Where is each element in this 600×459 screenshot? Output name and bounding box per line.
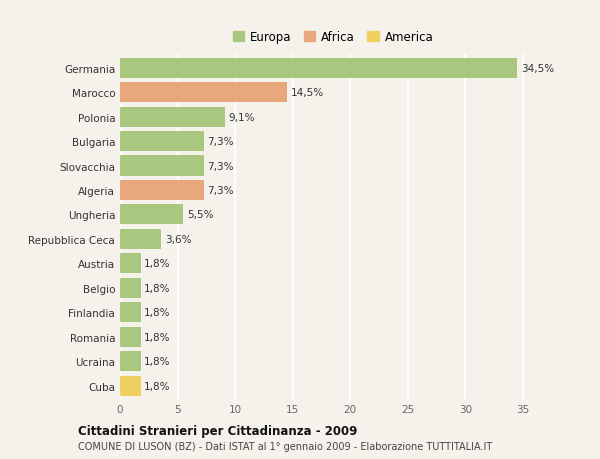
Bar — [120, 327, 141, 347]
Text: 7,3%: 7,3% — [208, 185, 234, 196]
Legend: Europa, Africa, America: Europa, Africa, America — [228, 27, 438, 49]
Text: 1,8%: 1,8% — [144, 381, 170, 391]
Text: 7,3%: 7,3% — [208, 161, 234, 171]
Bar — [120, 156, 204, 176]
Bar — [120, 132, 204, 152]
Text: 5,5%: 5,5% — [187, 210, 213, 220]
Text: 1,8%: 1,8% — [144, 259, 170, 269]
Text: 1,8%: 1,8% — [144, 332, 170, 342]
Bar — [120, 180, 204, 201]
Bar — [120, 83, 287, 103]
Bar — [120, 376, 141, 396]
Text: Cittadini Stranieri per Cittadinanza - 2009: Cittadini Stranieri per Cittadinanza - 2… — [78, 424, 358, 437]
Bar — [120, 278, 141, 298]
Text: 9,1%: 9,1% — [228, 112, 255, 123]
Text: 1,8%: 1,8% — [144, 308, 170, 318]
Text: 3,6%: 3,6% — [165, 235, 191, 244]
Bar — [120, 254, 141, 274]
Text: 1,8%: 1,8% — [144, 283, 170, 293]
Bar — [120, 205, 184, 225]
Text: 7,3%: 7,3% — [208, 137, 234, 147]
Bar — [120, 107, 225, 127]
Text: 1,8%: 1,8% — [144, 357, 170, 366]
Text: COMUNE DI LUSON (BZ) - Dati ISTAT al 1° gennaio 2009 - Elaborazione TUTTITALIA.I: COMUNE DI LUSON (BZ) - Dati ISTAT al 1° … — [78, 441, 492, 451]
Bar — [120, 58, 517, 78]
Bar — [120, 302, 141, 323]
Text: 34,5%: 34,5% — [521, 63, 554, 73]
Bar — [120, 230, 161, 249]
Text: 14,5%: 14,5% — [290, 88, 323, 98]
Bar — [120, 352, 141, 371]
